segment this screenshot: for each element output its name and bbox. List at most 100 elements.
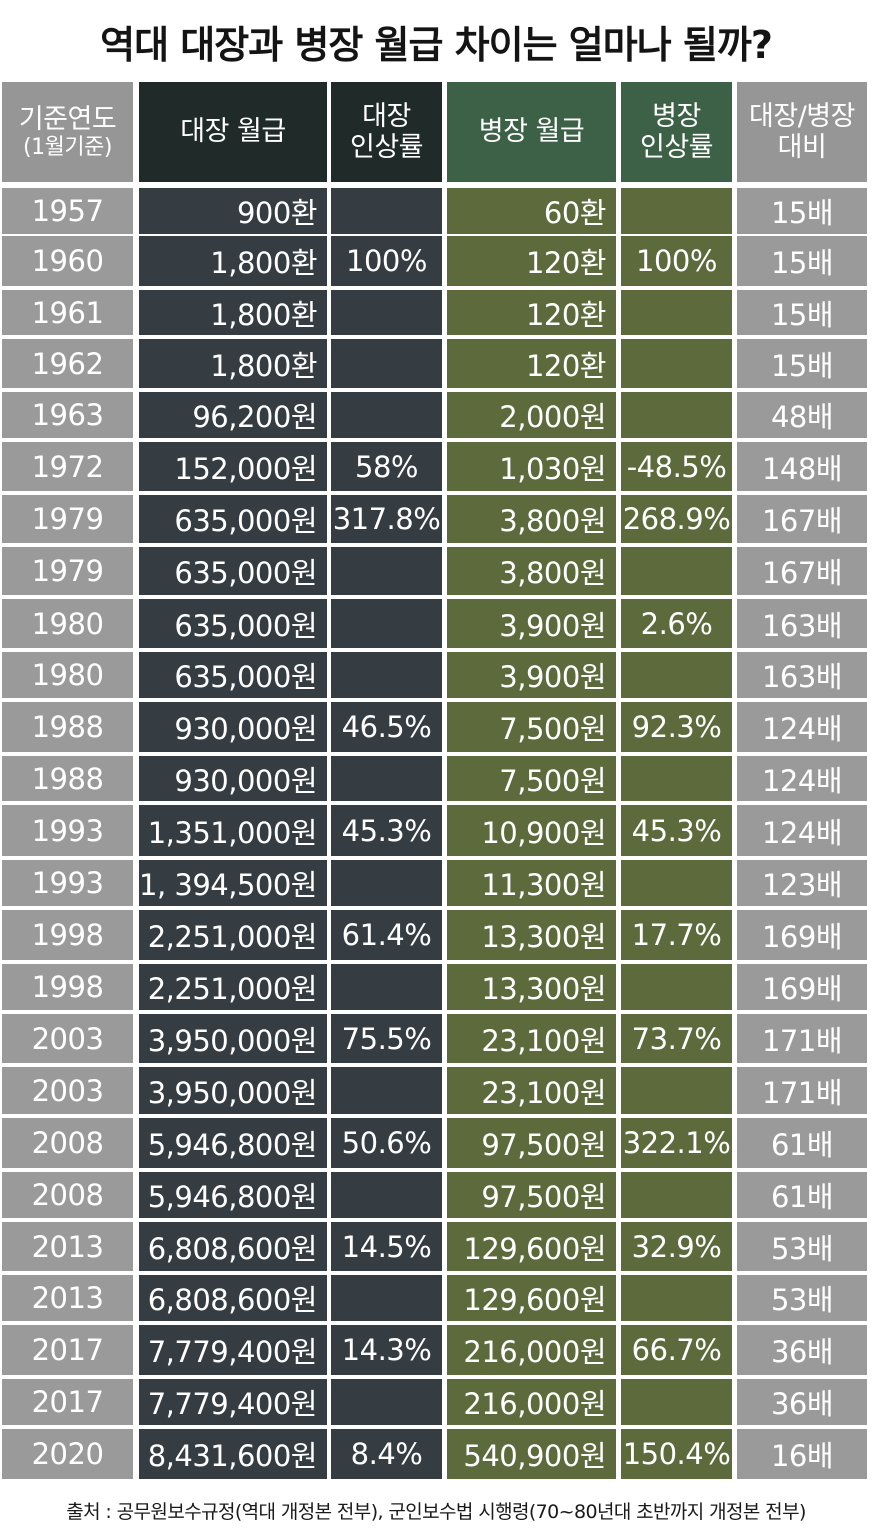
cell-private-raise: [621, 188, 732, 234]
cell-private-salary: 10,900원: [447, 805, 616, 856]
cell-general-raise: [331, 1067, 442, 1114]
cell-private-raise: [621, 290, 732, 335]
cell-year: 2020: [2, 1429, 133, 1479]
cell-ratio: 171배: [737, 1014, 867, 1063]
cell-general-raise: 58%: [331, 442, 442, 491]
cell-general-salary: 930,000원: [139, 702, 327, 752]
cell-general-raise: 45.3%: [331, 805, 442, 856]
cell-private-salary: 3,900원: [447, 652, 616, 698]
header-line1: 대장/병장: [749, 100, 855, 132]
cell-private-raise: [621, 652, 732, 698]
page-title: 역대 대장과 병장 월급 차이는 얼마나 될까?: [100, 23, 773, 67]
cell-private-raise: 322.1%: [621, 1118, 732, 1168]
cell-private-salary: 540,900원: [447, 1429, 616, 1479]
cell-year: 2008: [2, 1118, 133, 1168]
cell-general-salary: 3,950,000원: [139, 1014, 327, 1063]
cell-general-salary: 635,000원: [139, 599, 327, 648]
cell-general-raise: 14.5%: [331, 1222, 442, 1271]
cell-private-raise: 32.9%: [621, 1222, 732, 1271]
cell-general-salary: 5,946,800원: [139, 1172, 327, 1218]
header-line1: 기준연도: [18, 103, 117, 135]
cell-ratio: 124배: [737, 805, 867, 856]
cell-general-raise: [331, 1172, 442, 1218]
cell-private-raise: [621, 1067, 732, 1114]
header-line1: 대장 월급: [180, 116, 286, 148]
cell-year: 1980: [2, 599, 133, 648]
cell-general-raise: [331, 860, 442, 906]
cell-private-raise: [621, 1379, 732, 1425]
cell-private-salary: 97,500원: [447, 1118, 616, 1168]
header-general-raise: 대장 인상률: [331, 82, 442, 182]
cell-year: 2008: [2, 1172, 133, 1218]
cell-ratio: 169배: [737, 964, 867, 1010]
cell-general-salary: 635,000원: [139, 652, 327, 698]
cell-general-salary: 6,808,600원: [139, 1275, 327, 1321]
cell-private-salary: 120환: [447, 339, 616, 388]
cell-year: 1993: [2, 805, 133, 856]
cell-general-salary: 1,800환: [139, 290, 327, 335]
cell-general-raise: [331, 1379, 442, 1425]
cell-year: 1998: [2, 910, 133, 960]
cell-general-raise: [331, 188, 442, 234]
cell-general-salary: 635,000원: [139, 495, 327, 543]
cell-general-salary: 2,251,000원: [139, 910, 327, 960]
cell-year: 1960: [2, 236, 133, 286]
cell-year: 1980: [2, 652, 133, 698]
cell-private-raise: 100%: [621, 236, 732, 286]
cell-private-raise: 45.3%: [621, 805, 732, 856]
cell-private-salary: 97,500원: [447, 1172, 616, 1218]
cell-private-raise: [621, 339, 732, 388]
cell-ratio: 61배: [737, 1172, 867, 1218]
cell-general-salary: 7,779,400원: [139, 1379, 327, 1425]
cell-ratio: 124배: [737, 756, 867, 801]
cell-private-raise: [621, 860, 732, 906]
cell-year: 1979: [2, 495, 133, 543]
cell-general-salary: 2,251,000원: [139, 964, 327, 1010]
header-line2: 대비: [777, 132, 827, 163]
cell-year: 2003: [2, 1067, 133, 1114]
cell-general-raise: [331, 599, 442, 648]
source-note: 출처 : 공무원보수규정(역대 개정본 전부), 군인보수법 시행령(70~80…: [66, 1501, 806, 1523]
cell-private-salary: 23,100원: [447, 1067, 616, 1114]
cell-year: 1988: [2, 756, 133, 801]
cell-general-salary: 8,431,600원: [139, 1429, 327, 1479]
header-line1: 병장 월급: [478, 116, 585, 148]
cell-year: 1972: [2, 442, 133, 491]
cell-private-salary: 7,500원: [447, 756, 616, 801]
header-line2: (1월기준): [23, 134, 112, 160]
cell-general-raise: [331, 756, 442, 801]
cell-private-raise: [621, 1172, 732, 1218]
cell-general-salary: 6,808,600원: [139, 1222, 327, 1271]
cell-private-raise: [621, 964, 732, 1010]
header-line2: 인상률: [349, 132, 424, 163]
cell-private-raise: [621, 547, 732, 595]
cell-ratio: 48배: [737, 392, 867, 438]
cell-year: 1988: [2, 702, 133, 752]
cell-general-salary: 930,000원: [139, 756, 327, 801]
cell-ratio: 167배: [737, 495, 867, 543]
cell-private-salary: 129,600원: [447, 1222, 616, 1271]
cell-general-salary: 1,800환: [139, 339, 327, 388]
cell-ratio: 167배: [737, 547, 867, 595]
cell-private-salary: 7,500원: [447, 702, 616, 752]
cell-year: 2003: [2, 1014, 133, 1063]
cell-general-raise: [331, 652, 442, 698]
cell-general-salary: 1,800환: [139, 236, 327, 286]
cell-private-salary: 120환: [447, 236, 616, 286]
cell-private-raise: 150.4%: [621, 1429, 732, 1479]
cell-private-salary: 13,300원: [447, 964, 616, 1010]
cell-general-salary: 7,779,400원: [139, 1325, 327, 1375]
cell-private-raise: 92.3%: [621, 702, 732, 752]
cell-private-raise: 268.9%: [621, 495, 732, 543]
header-line2: 인상률: [639, 132, 714, 163]
cell-private-raise: 17.7%: [621, 910, 732, 960]
cell-private-raise: [621, 392, 732, 438]
cell-ratio: 61배: [737, 1118, 867, 1168]
cell-private-salary: 13,300원: [447, 910, 616, 960]
cell-private-salary: 216,000원: [447, 1379, 616, 1425]
header-line1: 병장: [652, 100, 701, 132]
cell-ratio: 171배: [737, 1067, 867, 1114]
cell-year: 1963: [2, 392, 133, 438]
cell-ratio: 148배: [737, 442, 867, 491]
cell-general-raise: [331, 392, 442, 438]
